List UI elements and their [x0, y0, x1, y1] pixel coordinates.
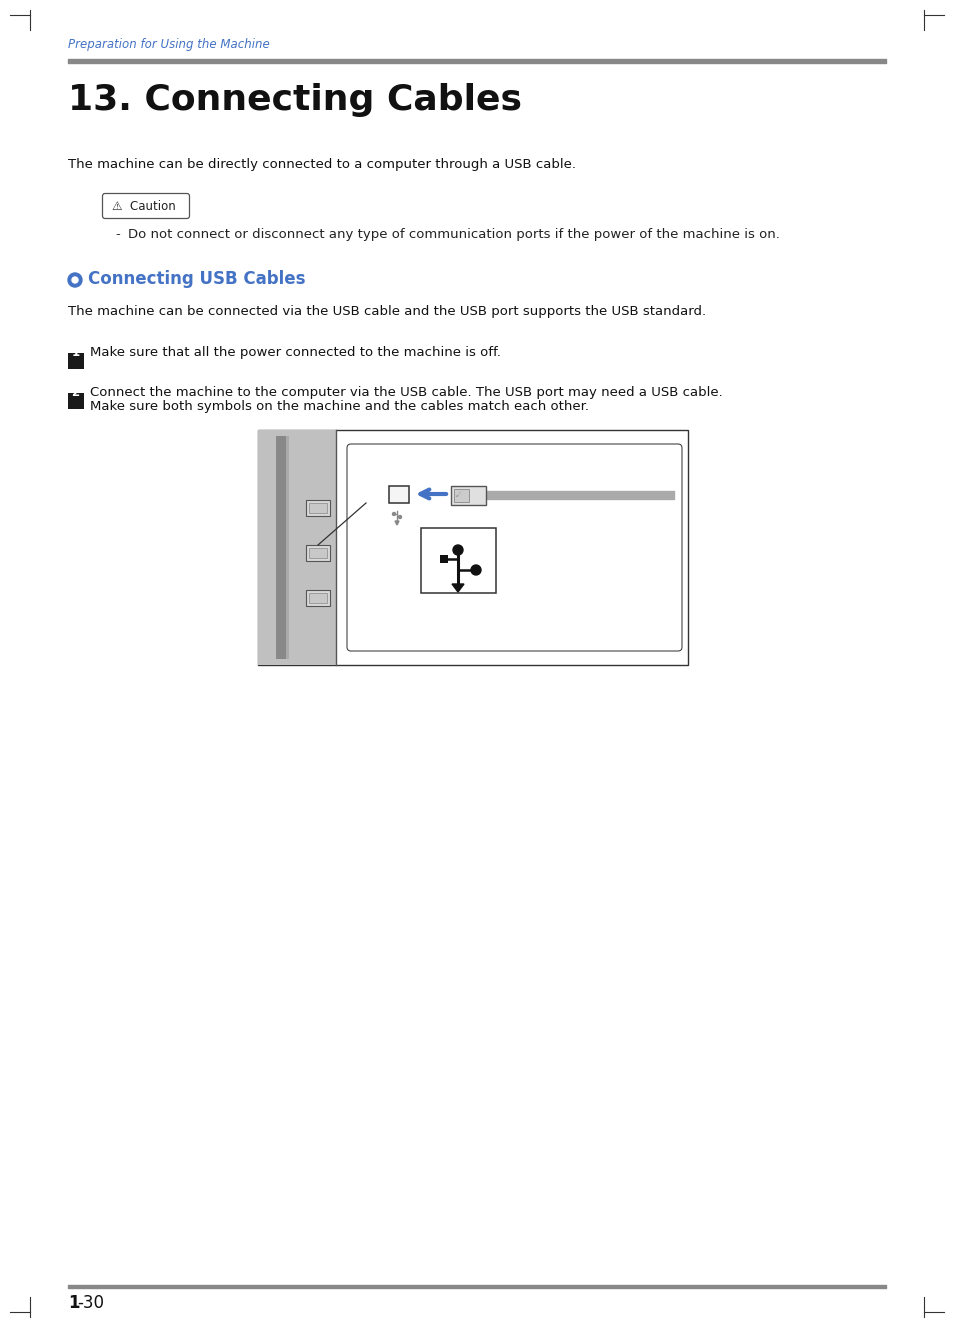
Bar	[275, 437, 286, 660]
Text: Connect the machine to the computer via the USB cable. The USB port may need a U: Connect the machine to the computer via …	[90, 386, 722, 399]
Bar	[306, 545, 330, 561]
Bar	[306, 591, 330, 606]
Bar	[454, 490, 469, 502]
Circle shape	[471, 565, 480, 575]
Bar	[286, 437, 289, 660]
Bar	[309, 548, 327, 557]
Bar	[68, 393, 84, 409]
Circle shape	[392, 512, 395, 515]
Bar	[451, 486, 485, 506]
Bar	[309, 503, 327, 514]
Text: 13. Connecting Cables: 13. Connecting Cables	[68, 84, 521, 117]
Text: Do not connect or disconnect any type of communication ports if the power of the: Do not connect or disconnect any type of…	[128, 228, 779, 242]
Text: ⚠  Caution: ⚠ Caution	[112, 200, 175, 214]
Circle shape	[453, 545, 462, 555]
Circle shape	[398, 515, 401, 519]
Bar	[389, 486, 409, 503]
Text: Make sure that all the power connected to the machine is off.: Make sure that all the power connected t…	[90, 346, 500, 360]
Polygon shape	[395, 522, 398, 525]
Text: Connecting USB Cables: Connecting USB Cables	[88, 269, 305, 288]
Bar	[309, 593, 327, 602]
Bar	[420, 528, 496, 593]
Polygon shape	[452, 584, 463, 592]
Bar	[257, 430, 687, 665]
Text: The machine can be connected via the USB cable and the USB port supports the USB: The machine can be connected via the USB…	[68, 305, 705, 318]
Text: 1: 1	[71, 346, 80, 360]
FancyBboxPatch shape	[102, 194, 190, 219]
Circle shape	[68, 273, 82, 287]
Bar	[439, 555, 448, 563]
FancyBboxPatch shape	[347, 445, 681, 652]
Text: 2: 2	[71, 386, 79, 399]
Text: -: -	[115, 228, 120, 242]
Circle shape	[71, 277, 78, 283]
Text: 1: 1	[68, 1294, 79, 1312]
Bar	[306, 500, 330, 516]
Bar	[68, 353, 84, 369]
Text: Preparation for Using the Machine: Preparation for Using the Machine	[68, 38, 270, 50]
Text: -30: -30	[77, 1294, 104, 1312]
Text: ☄: ☄	[456, 492, 462, 498]
Text: Make sure both symbols on the machine and the cables match each other.: Make sure both symbols on the machine an…	[90, 399, 588, 413]
Text: The machine can be directly connected to a computer through a USB cable.: The machine can be directly connected to…	[68, 158, 576, 171]
Bar	[257, 430, 335, 665]
